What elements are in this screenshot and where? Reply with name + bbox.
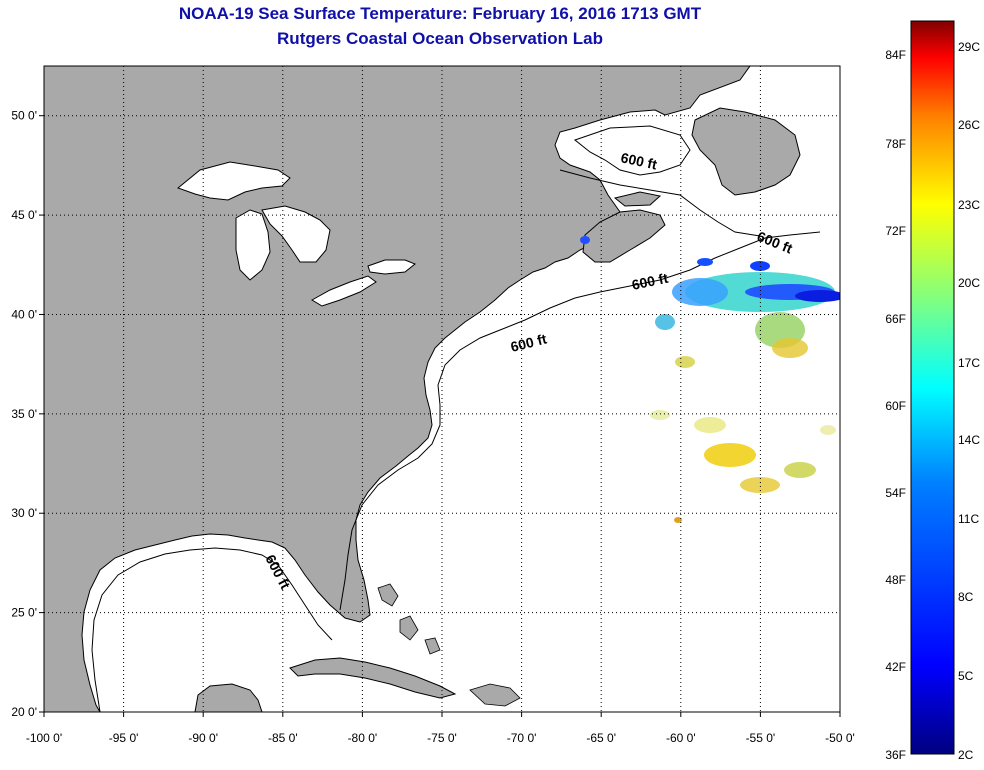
land-north-america [44,66,751,712]
lon-tick-label: -95 0' [109,731,139,745]
lon-tick-label: -100 0' [26,731,62,745]
newfoundland [691,107,801,196]
lon-tick-label: -60 0' [666,731,696,745]
lon-tick-label: -85 0' [268,731,298,745]
lake-huron [261,205,331,263]
colorbar-c-label: 29C [958,40,981,54]
lon-tick-label: -80 0' [348,731,378,745]
lon-tick-label: -75 0' [427,731,457,745]
map-grid [44,66,840,712]
colorbar-f-label: 60F [885,399,906,413]
isobath-label-3: 600 ft [630,270,669,293]
lon-tick-label: -55 0' [746,731,776,745]
lon-tick-label: -50 0' [825,731,855,745]
map-subtitle: Rutgers Coastal Ocean Observation Lab [277,29,603,48]
lon-tick-label: -65 0' [586,731,616,745]
shelf-600ft-south [91,547,333,712]
colorbar-f-label: 48F [885,573,906,587]
colorbar-c-label: 17C [958,356,981,370]
colorbar-c-label: 2C [958,748,974,762]
hispaniola [469,683,521,707]
gulf-st-lawrence [573,125,691,176]
colorbar-f-label: 84F [885,48,906,62]
colorbar-c-label: 23C [958,198,981,212]
colorbar-c-label: 11C [958,512,980,526]
lat-tick-label: 25 0' [11,606,37,620]
colorbar-f-label: 78F [885,137,906,151]
colorbar [910,20,955,755]
lon-tick-label: -70 0' [507,731,537,745]
map-axes: -100 0' -95 0' -90 0' -85 0' -80 0' -75 0' -70… [11,109,854,745]
lat-tick-label: 45 0' [11,208,37,222]
map-title: NOAA-19 Sea Surface Temperature: Februar… [178,4,702,23]
pei [613,191,662,207]
colorbar-c-label: 20C [958,276,981,290]
colorbar-f-label: 36F [885,748,906,762]
colorbar-c-label: 8C [958,590,974,604]
colorbar-c-label: 14C [958,433,981,447]
lat-tick-label: 30 0' [11,506,37,520]
colorbar-f-label: 42F [885,660,906,674]
sst-data-layer [580,236,840,523]
lake-erie [311,275,377,307]
lat-tick-label: 50 0' [11,109,37,123]
colorbar-f-label: 54F [885,486,906,500]
lat-tick-label: 35 0' [11,407,37,421]
shelf-600ft-north [559,169,761,237]
colorbar-c-label: 26C [958,118,981,132]
lake-superior [176,161,291,201]
lake-michigan [235,209,271,281]
lat-tick-label: 40 0' [11,307,37,321]
lake-ontario [367,259,416,275]
colorbar-c-label: 5C [958,669,974,683]
nova-scotia [582,209,666,263]
lon-tick-label: -90 0' [188,731,218,745]
bahamas [377,583,441,655]
colorbar-f-label: 66F [885,312,906,326]
yucatan [194,683,263,712]
colorbar-f-label: 72F [885,224,906,238]
lat-tick-label: 20 0' [11,705,37,719]
isobath-label-1: 600 ft [619,149,658,172]
cuba [289,657,457,699]
